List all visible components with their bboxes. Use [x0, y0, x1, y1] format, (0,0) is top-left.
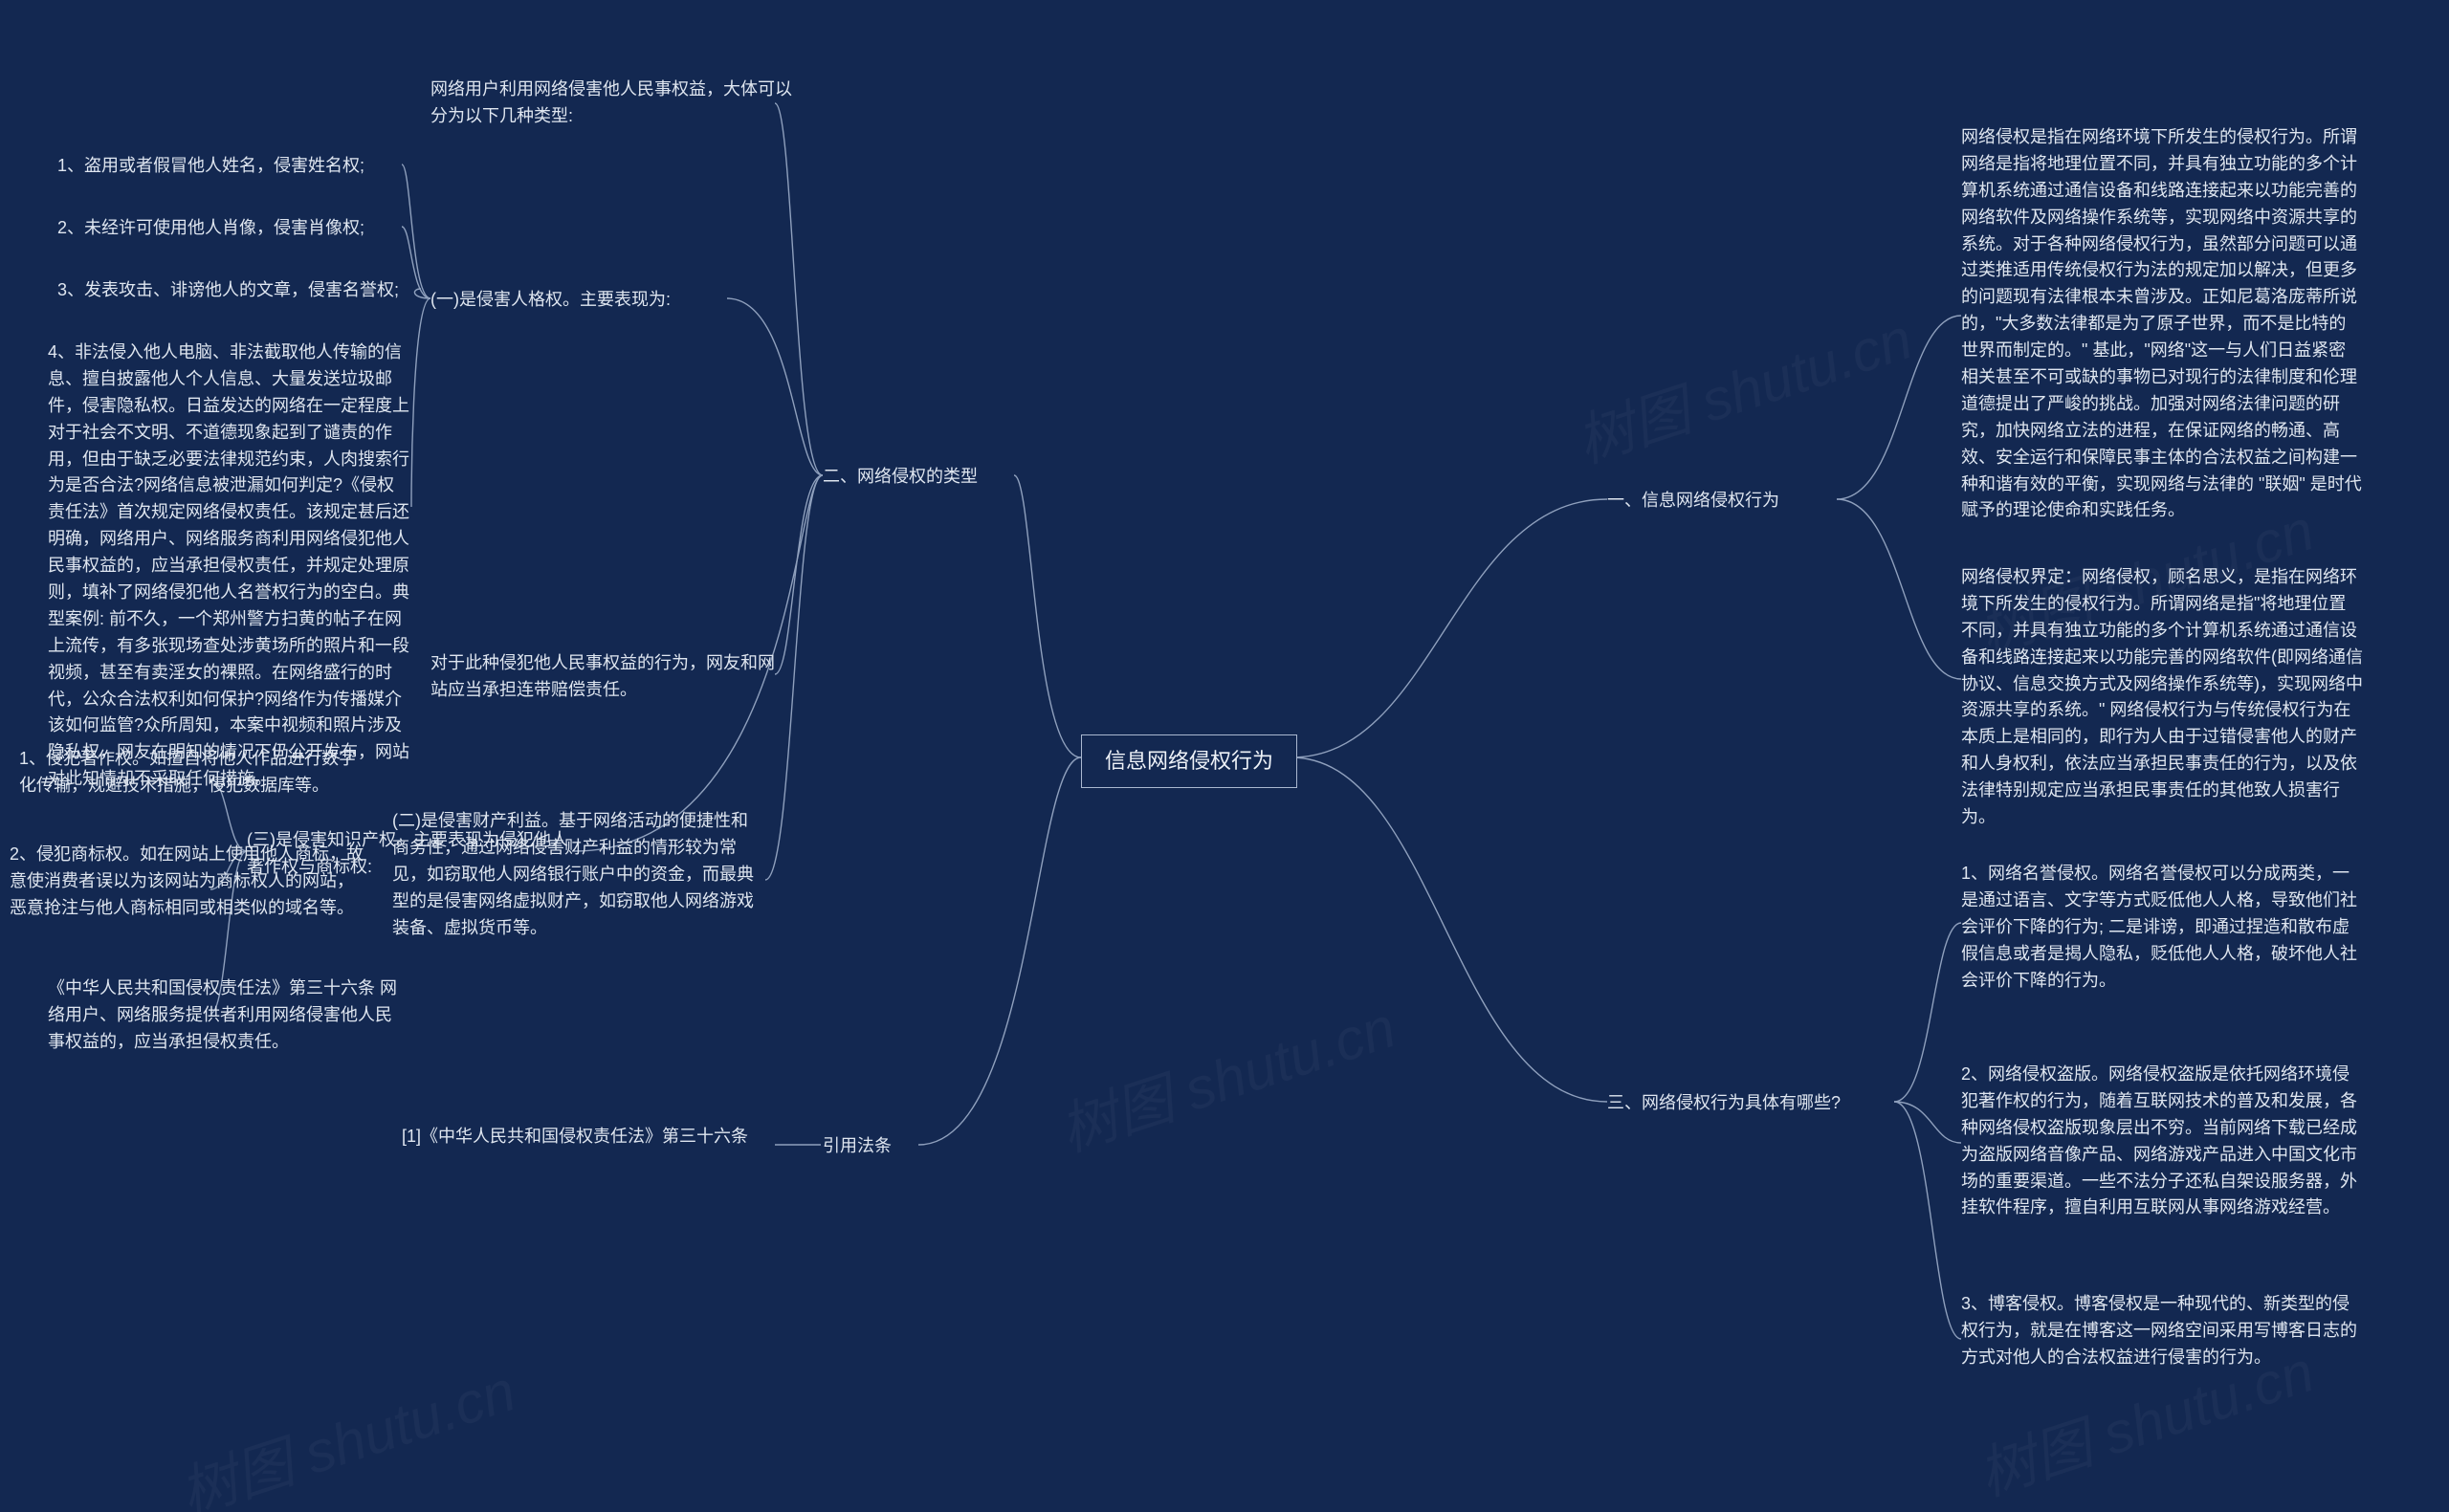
branch-2-sub3-item3: 《中华人民共和国侵权责任法》第三十六条 网络用户、网络服务提供者利用网络侵害他人…	[48, 975, 402, 1056]
root-node: 信息网络侵权行为	[1081, 734, 1297, 788]
watermark: 树图 shutu.cn	[167, 1345, 524, 1512]
branch-2-label: 二、网络侵权的类型	[823, 464, 1014, 491]
branch-1-para-2: 网络侵权界定：网络侵权，顾名思义，是指在网络环境下所发生的侵权行为。所谓网络是指…	[1961, 564, 2363, 831]
branch-2-sub1-item1: 1、盗用或者假冒他人姓名，侵害姓名权;	[57, 153, 402, 180]
branch-ref-label: 引用法条	[823, 1133, 918, 1160]
watermark: 树图 shutu.cn	[1564, 293, 1921, 479]
branch-3-item-1: 1、网络名誉侵权。网络名誉侵权可以分成两类，一是通过语言、文字等方式贬低他人人格…	[1961, 861, 2363, 994]
branch-ref-item: [1]《中华人民共和国侵权责任法》第三十六条	[402, 1124, 775, 1150]
branch-2-sub3-item1: 1、侵犯著作权。如擅自将他人作品进行数字化传输，规避技术措施，侵犯数据库等。	[19, 746, 364, 800]
branch-2-note: 对于此种侵犯他人民事权益的行为，网友和网站应当承担连带赔偿责任。	[430, 650, 784, 704]
branch-3-item-2: 2、网络侵权盗版。网络侵权盗版是依托网络环境侵犯著作权的行为，随着互联网技术的普…	[1961, 1062, 2363, 1221]
branch-2-sub1-item3: 3、发表攻击、诽谤他人的文章，侵害名誉权;	[57, 277, 440, 304]
branch-2-sub1-item4: 4、非法侵入他人电脑、非法截取他人传输的信息、擅自披露他人个人信息、大量发送垃圾…	[48, 340, 411, 793]
branch-3-label: 三、网络侵权行为具体有哪些?	[1607, 1090, 1894, 1117]
branch-1-para-1: 网络侵权是指在网络环境下所发生的侵权行为。所谓网络是指将地理位置不同，并具有独立…	[1961, 124, 2363, 524]
watermark: 树图 shutu.cn	[1048, 981, 1404, 1168]
branch-2-sub1-label: (一)是侵害人格权。主要表现为:	[430, 287, 717, 314]
branch-2-sub3-item2: 2、侵犯商标权。如在网站上使用他人商标，故意使消费者误以为该网站为商标权人的网站…	[10, 842, 364, 922]
branch-2-sub1-item2: 2、未经许可使用他人肖像，侵害肖像权;	[57, 215, 402, 242]
branch-3-item-3: 3、博客侵权。博客侵权是一种现代的、新类型的侵权行为，就是在博客这一网络空间采用…	[1961, 1291, 2363, 1371]
branch-1-label: 一、信息网络侵权行为	[1607, 488, 1837, 515]
branch-2-intro: 网络用户利用网络侵害他人民事权益，大体可以分为以下几种类型:	[430, 77, 794, 130]
